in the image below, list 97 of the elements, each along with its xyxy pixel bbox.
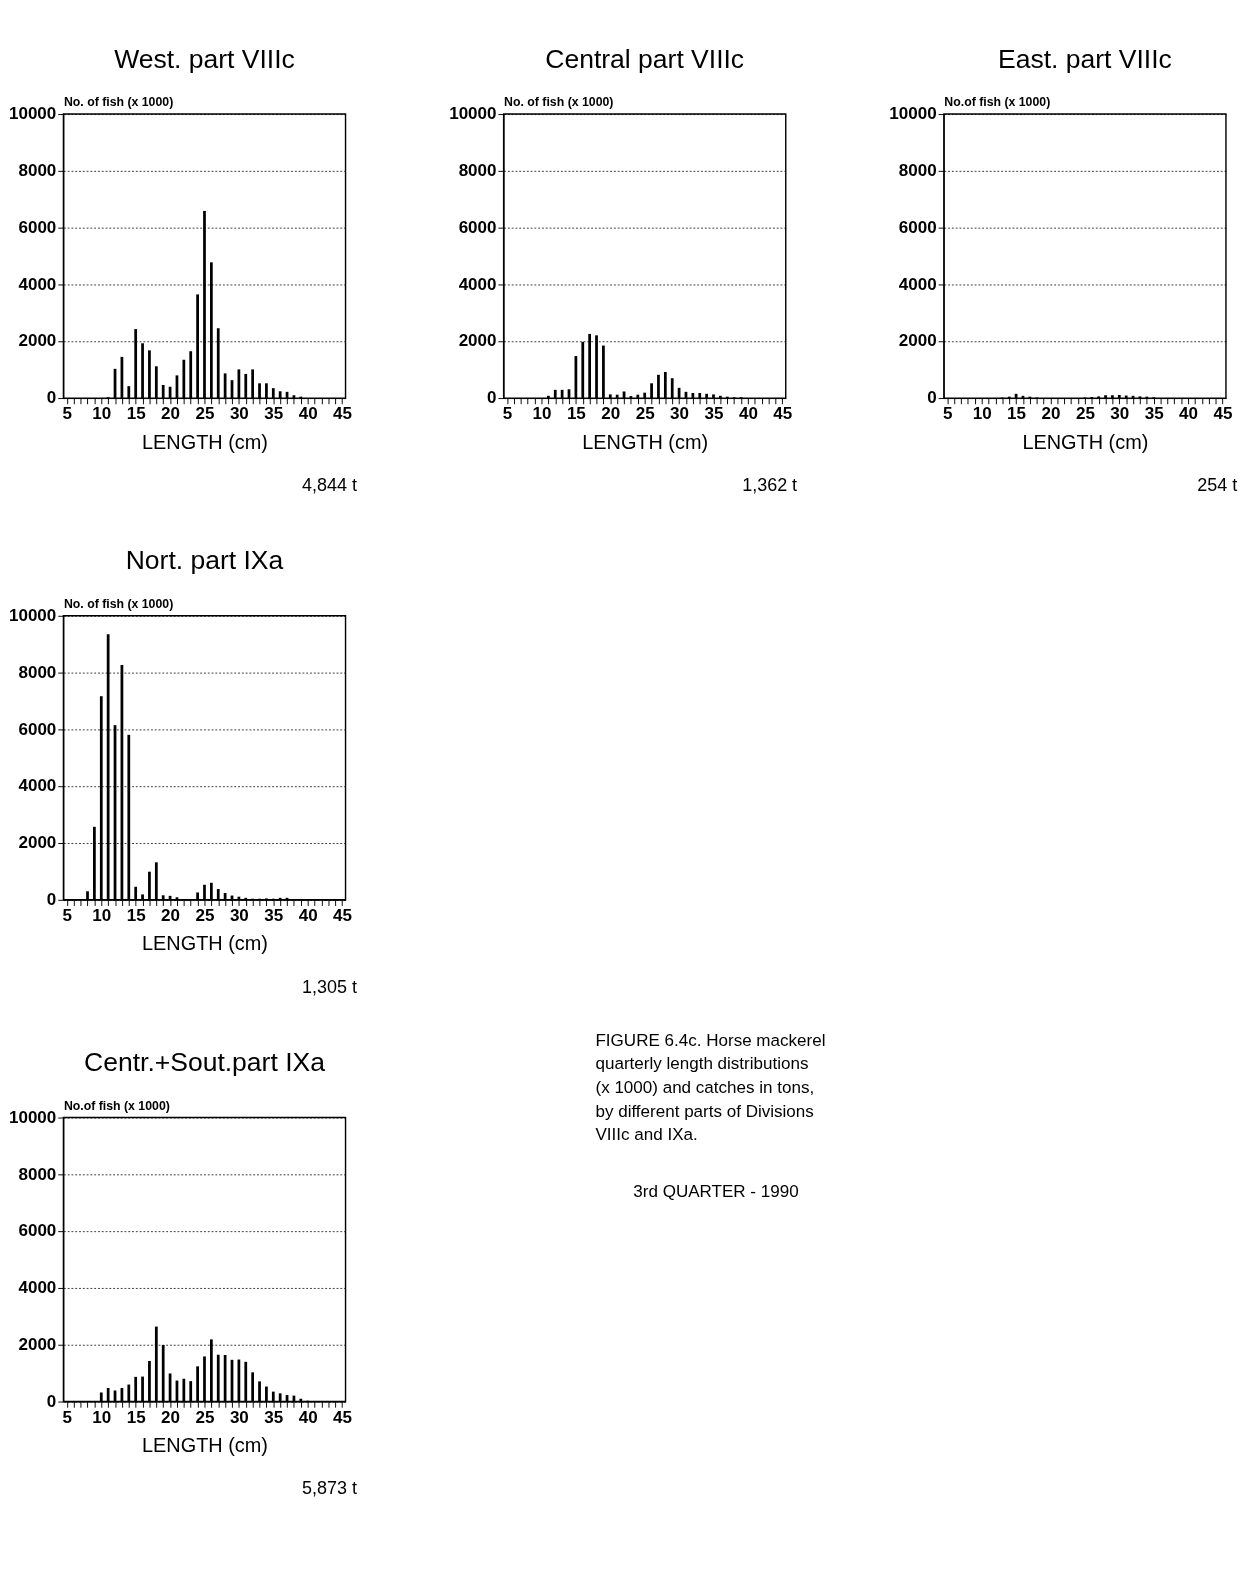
y-axis-title: No.of fish (x 1000): [944, 95, 1051, 110]
x-tick-label: 45: [333, 404, 353, 424]
y-tick-label: 0: [46, 388, 57, 408]
x-tick-label: 10: [92, 404, 112, 424]
x-axis-title: LENGTH (cm): [142, 932, 268, 955]
x-tick-label: 40: [738, 404, 758, 424]
text: 1,362 t: [742, 474, 798, 495]
x-tick-label: 45: [333, 906, 353, 926]
y-tick-label: 2000: [18, 331, 57, 351]
x-tick-label: 35: [704, 404, 724, 424]
x-tick-label: 25: [195, 404, 215, 424]
chart-title: East. part VIIIc: [998, 43, 1172, 74]
x-tick-label: 45: [1213, 404, 1233, 424]
y-axis-title: No. of fish (x 1000): [63, 596, 174, 611]
y-tick-label: 4000: [18, 274, 57, 294]
y-tick-label: 4000: [458, 274, 497, 294]
x-tick-label: 10: [92, 1407, 112, 1427]
x-tick-label: 15: [566, 404, 586, 424]
x-tick-label: 40: [1179, 404, 1199, 424]
y-axis-title: No. of fish (x 1000): [63, 95, 174, 110]
x-tick-label: 25: [1075, 404, 1095, 424]
x-tick-label: 40: [298, 1407, 318, 1427]
x-tick-label: 30: [229, 404, 249, 424]
x-tick-label: 20: [161, 404, 181, 424]
x-axis-title: LENGTH (cm): [142, 430, 268, 453]
x-tick-label: 35: [264, 906, 284, 926]
y-tick-label: 10000: [8, 104, 57, 124]
x-tick-label: 15: [126, 906, 146, 926]
x-tick-label: 20: [161, 906, 181, 926]
y-tick-label: 8000: [898, 161, 937, 181]
x-tick-label: 15: [126, 1407, 146, 1427]
text: 4,844 t: [301, 474, 357, 495]
y-tick-label: 0: [46, 890, 57, 910]
caption: FIGURE 6.4c. Horse mackerel quarterly length distributions (x 1000) and catches in tons, by different parts of Divisions VIIIc and IXa.: [595, 1030, 826, 1145]
y-tick-label: 4000: [18, 776, 57, 796]
y-tick-label: 10000: [8, 606, 57, 626]
x-tick-label: 5: [502, 404, 513, 424]
text: 254 t: [1197, 474, 1238, 495]
text: 3rd QUARTER - 1990: [633, 1182, 799, 1202]
y-tick-label: 8000: [18, 1164, 57, 1184]
y-tick-label: 2000: [898, 331, 937, 351]
x-tick-label: 35: [264, 404, 284, 424]
y-tick-label: 2000: [18, 1334, 57, 1354]
y-tick-label: 8000: [18, 161, 57, 181]
x-tick-label: 10: [532, 404, 552, 424]
text: 1,305 t: [301, 976, 357, 997]
x-tick-label: 45: [333, 1407, 353, 1427]
y-tick-label: 0: [46, 1391, 57, 1411]
y-tick-label: 6000: [18, 1221, 57, 1241]
y-tick-label: 2000: [458, 331, 497, 351]
y-tick-label: 0: [927, 388, 937, 408]
x-tick-label: 10: [972, 404, 992, 424]
x-tick-label: 35: [1144, 404, 1164, 424]
x-tick-label: 25: [195, 906, 215, 926]
chart-title: West. part VIIIc: [114, 43, 295, 74]
x-tick-label: 25: [195, 1407, 215, 1427]
y-tick-label: 4000: [18, 1278, 57, 1298]
x-tick-label: 10: [92, 906, 112, 926]
x-tick-label: 5: [62, 404, 73, 424]
y-tick-label: 6000: [458, 217, 497, 237]
x-tick-label: 5: [62, 906, 73, 926]
x-tick-label: 30: [229, 1407, 249, 1427]
y-tick-label: 6000: [898, 217, 937, 237]
x-tick-label: 5: [62, 1407, 73, 1427]
y-tick-label: 6000: [18, 719, 57, 739]
x-tick-label: 20: [1041, 404, 1061, 424]
y-tick-label: 10000: [8, 1107, 57, 1127]
x-tick-label: 30: [229, 906, 249, 926]
y-tick-label: 8000: [18, 662, 57, 682]
y-tick-label: 4000: [898, 274, 937, 294]
y-tick-label: 8000: [458, 161, 497, 181]
x-tick-label: 45: [773, 404, 793, 424]
x-tick-label: 15: [1007, 404, 1027, 424]
x-tick-label: 20: [601, 404, 621, 424]
x-tick-label: 30: [1110, 404, 1130, 424]
x-tick-label: 5: [943, 404, 953, 424]
y-tick-label: 0: [487, 388, 497, 408]
y-axis-title: No. of fish (x 1000): [504, 95, 614, 110]
x-tick-label: 40: [298, 404, 318, 424]
text: 5,873 t: [301, 1478, 357, 1499]
chart-title: Nort. part IXa: [125, 545, 284, 576]
x-tick-label: 20: [161, 1407, 181, 1427]
y-tick-label: 10000: [449, 104, 497, 124]
y-tick-label: 2000: [18, 833, 57, 853]
x-tick-label: 35: [264, 1407, 284, 1427]
x-axis-title: LENGTH (cm): [1022, 430, 1149, 453]
x-tick-label: 30: [670, 404, 690, 424]
x-axis-title: LENGTH (cm): [582, 430, 709, 453]
y-tick-label: 10000: [889, 104, 937, 124]
y-axis-title: No.of fish (x 1000): [63, 1098, 170, 1113]
chart-title: Central part VIIIc: [545, 43, 745, 74]
chart-title: Centr.+Sout.part IXa: [84, 1047, 326, 1078]
x-tick-label: 40: [298, 906, 318, 926]
x-axis-title: LENGTH (cm): [142, 1434, 268, 1457]
y-tick-label: 6000: [18, 217, 57, 237]
x-tick-label: 25: [635, 404, 655, 424]
x-tick-label: 15: [126, 404, 146, 424]
